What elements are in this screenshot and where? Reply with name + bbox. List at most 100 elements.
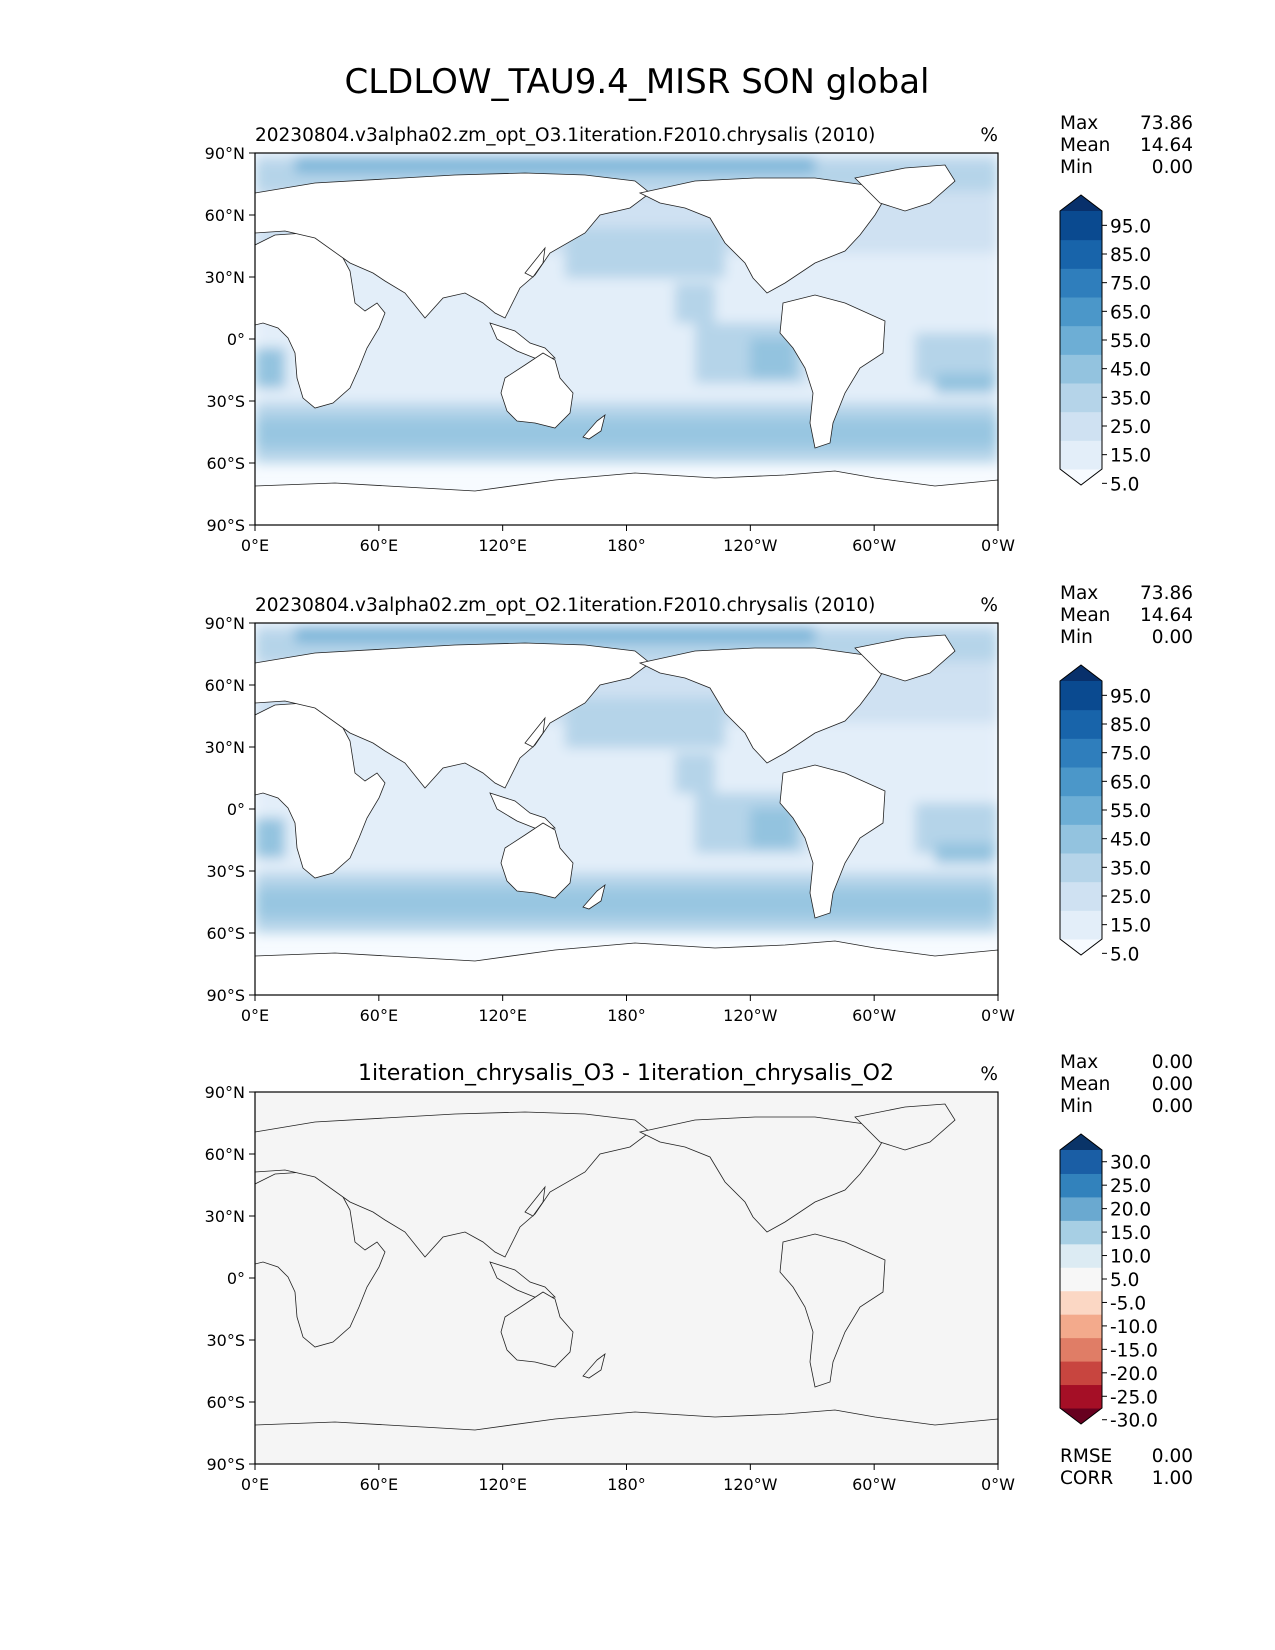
x-tick-label: 120°E	[478, 536, 527, 555]
y-tick-label: 0°	[227, 330, 245, 349]
colorbar-segment	[1060, 1173, 1102, 1198]
y-tick-label: 90°N	[205, 1083, 245, 1102]
min-label: Min	[1060, 157, 1093, 178]
colorbar-label: 75.0	[1110, 274, 1151, 295]
min-value: 0.00	[1152, 157, 1193, 178]
colorbar-segment	[1060, 795, 1102, 825]
colorbar-segment	[1060, 1314, 1102, 1339]
colorbar-segment	[1060, 440, 1102, 470]
x-tick-label: 120°W	[723, 1475, 778, 1494]
rmse-label: RMSE	[1060, 1446, 1112, 1467]
colorbar-extend-min	[1060, 1408, 1102, 1424]
y-tick-label: 30°S	[206, 1331, 245, 1350]
colorbar-label: 85.0	[1110, 245, 1151, 266]
colorbar-segment	[1060, 881, 1102, 911]
units-label: %	[980, 595, 998, 616]
max-value: 73.86	[1140, 113, 1193, 134]
x-axis: 0°E 60°E 120°E 180° 120°W 60°W 0°W	[241, 525, 1015, 555]
colorbar-segment	[1060, 239, 1102, 269]
y-tick-label: 90°S	[206, 516, 245, 535]
colorbar-label: 5.0	[1110, 474, 1139, 495]
y-tick-label: 90°S	[206, 1455, 245, 1474]
mean-value: 14.64	[1140, 605, 1193, 626]
rmse-value: 0.00	[1152, 1446, 1193, 1467]
colorbar-label: 25.0	[1110, 887, 1151, 908]
colorbar-segment	[1060, 1361, 1102, 1386]
units-label: %	[980, 1064, 998, 1085]
x-tick-label: 60°W	[852, 1475, 896, 1494]
colorbar-segment	[1060, 1384, 1102, 1409]
mean-label: Mean	[1060, 1074, 1110, 1095]
colorbar-outline	[1059, 194, 1103, 486]
max-value: 0.00	[1152, 1052, 1193, 1073]
x-tick-label: 120°W	[723, 536, 778, 555]
stats-box: Max 73.86 Mean 14.64 Min 0.00	[1060, 583, 1193, 648]
panel-3: 1iteration_chrysalis_O3 - 1iteration_chr…	[205, 1052, 1193, 1494]
x-tick-label: 0°W	[981, 1006, 1015, 1025]
x-tick-label: 0°E	[241, 1006, 269, 1025]
colorbar: 95.0 85.0 75.0 65.0 55.0 45.0 35.0 25.0 15.0 5.0	[1059, 194, 1151, 495]
x-tick-label: 0°E	[241, 1475, 269, 1494]
colorbar-label: 15.0	[1110, 446, 1151, 467]
figure-title: CLDLOW_TAU9.4_MISR SON global	[345, 62, 930, 102]
colorbar-extend-max	[1060, 665, 1102, 681]
corr-label: CORR	[1060, 1468, 1113, 1489]
panel-title: 20230804.v3alpha02.zm_opt_O2.1iteration.…	[255, 595, 875, 616]
x-tick-label: 0°W	[981, 1475, 1015, 1494]
mean-label: Mean	[1060, 605, 1110, 626]
x-axis: 0°E 60°E 120°E 180° 120°W 60°W 0°W	[241, 995, 1015, 1025]
colorbar-segment	[1060, 383, 1102, 413]
colorbar-label: -5.0	[1110, 1293, 1146, 1314]
colorbar-segment	[1060, 411, 1102, 441]
x-tick-label: 180°	[607, 1006, 646, 1025]
colorbar-segment	[1060, 853, 1102, 883]
colorbar-label: 65.0	[1110, 772, 1151, 793]
colorbar-label: 35.0	[1110, 388, 1151, 409]
y-tick-label: 30°S	[206, 862, 245, 881]
max-label: Max	[1060, 583, 1098, 604]
colorbar-segment	[1060, 1243, 1102, 1268]
colorbar-label: -15.0	[1110, 1340, 1158, 1361]
x-tick-label: 120°E	[478, 1006, 527, 1025]
min-label: Min	[1060, 1096, 1093, 1117]
colorbar-extend-min	[1060, 469, 1102, 485]
units-label: %	[980, 125, 998, 146]
x-axis: 0°E 60°E 120°E 180° 120°W 60°W 0°W	[241, 1464, 1015, 1494]
colorbar-label: 65.0	[1110, 302, 1151, 323]
y-tick-label: 60°S	[206, 924, 245, 943]
stats-box: Max 73.86 Mean 14.64 Min 0.00	[1060, 113, 1193, 178]
corr-value: 1.00	[1152, 1468, 1193, 1489]
y-tick-label: 60°S	[206, 1393, 245, 1412]
min-value: 0.00	[1152, 627, 1193, 648]
colorbar-extend-min	[1060, 939, 1102, 955]
y-axis: 90°N 60°N 30°N 0° 30°S 60°S 90°S	[205, 614, 255, 1005]
colorbar-segment	[1060, 354, 1102, 384]
colorbar: 95.0 85.0 75.0 65.0 55.0 45.0 35.0 25.0 15.0 5.0	[1059, 664, 1151, 965]
x-tick-label: 180°	[607, 536, 646, 555]
y-tick-label: 30°N	[205, 268, 245, 287]
colorbar-segment	[1060, 325, 1102, 355]
y-tick-label: 60°S	[206, 454, 245, 473]
y-tick-label: 90°N	[205, 614, 245, 633]
extra-stats: RMSE 0.00 CORR 1.00	[1060, 1446, 1193, 1489]
colorbar-label: 55.0	[1110, 331, 1151, 352]
x-tick-label: 180°	[607, 1475, 646, 1494]
colorbar-segment	[1060, 1220, 1102, 1245]
colorbar-label: 25.0	[1110, 1176, 1151, 1197]
map-plot	[255, 1092, 998, 1464]
x-tick-label: 60°E	[360, 1475, 398, 1494]
min-value: 0.00	[1152, 1096, 1193, 1117]
panel-title: 1iteration_chrysalis_O3 - 1iteration_chr…	[358, 1061, 894, 1086]
x-tick-label: 60°W	[852, 536, 896, 555]
stats-box: Max 0.00 Mean 0.00 Min 0.00	[1060, 1052, 1193, 1117]
x-tick-label: 120°E	[478, 1475, 527, 1494]
colorbar-label: -30.0	[1110, 1411, 1158, 1432]
panel-2: 20230804.v3alpha02.zm_opt_O2.1iteration.…	[205, 583, 1193, 1025]
x-tick-label: 120°W	[723, 1006, 778, 1025]
colorbar-segment	[1060, 910, 1102, 940]
max-label: Max	[1060, 1052, 1098, 1073]
y-tick-label: 60°N	[205, 676, 245, 695]
colorbar-extend-max	[1060, 195, 1102, 211]
colorbar-outline	[1059, 1133, 1103, 1425]
colorbar-label: 5.0	[1110, 944, 1139, 965]
